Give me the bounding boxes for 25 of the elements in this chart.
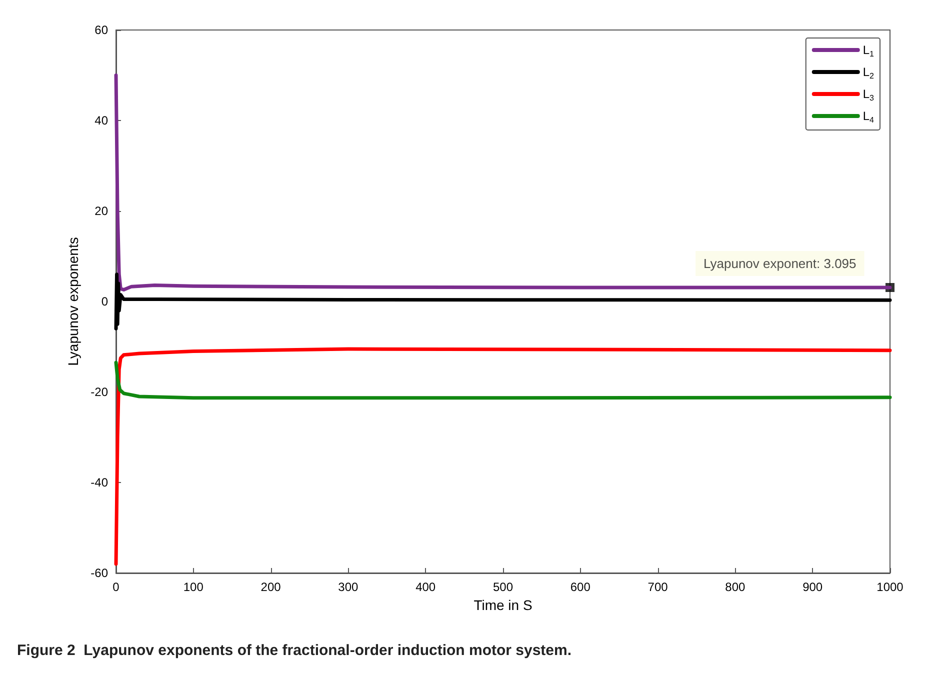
y-tick-label: -60 [90, 566, 108, 580]
x-tick-label: 500 [492, 580, 514, 594]
y-tick-label: 40 [94, 114, 108, 128]
text: Figure 2 Lyapunov exponents of the fractional-order induction motor system. [17, 642, 572, 659]
annotation: Lyapunov exponent: 3.095 [704, 256, 856, 271]
x-tick-label: 200 [260, 580, 282, 594]
x-tick-label: 300 [338, 580, 359, 594]
y-tick-label: 20 [94, 204, 108, 218]
y-tick-label: 60 [94, 23, 108, 37]
x-tick-label: 0 [112, 580, 120, 594]
x-tick-label: 900 [802, 580, 823, 594]
x-tick-label: 1000 [876, 580, 904, 594]
y-tick-label: -40 [90, 476, 108, 490]
y-tick-label: -20 [90, 385, 108, 399]
x-tick-label: 700 [648, 580, 668, 594]
x-axis-title: Time in S [474, 596, 532, 613]
x-tick-label: 600 [570, 580, 591, 594]
x-tick-label: 400 [416, 580, 436, 594]
line-series [114, 360, 892, 400]
y-tick-label: 0 [101, 294, 108, 308]
y-axis-title: Lyapunov exponents [64, 237, 81, 366]
line-series [114, 347, 892, 566]
x-tick-label: 800 [725, 580, 746, 594]
line-series [114, 272, 892, 330]
x-tick-label: 100 [183, 580, 204, 594]
